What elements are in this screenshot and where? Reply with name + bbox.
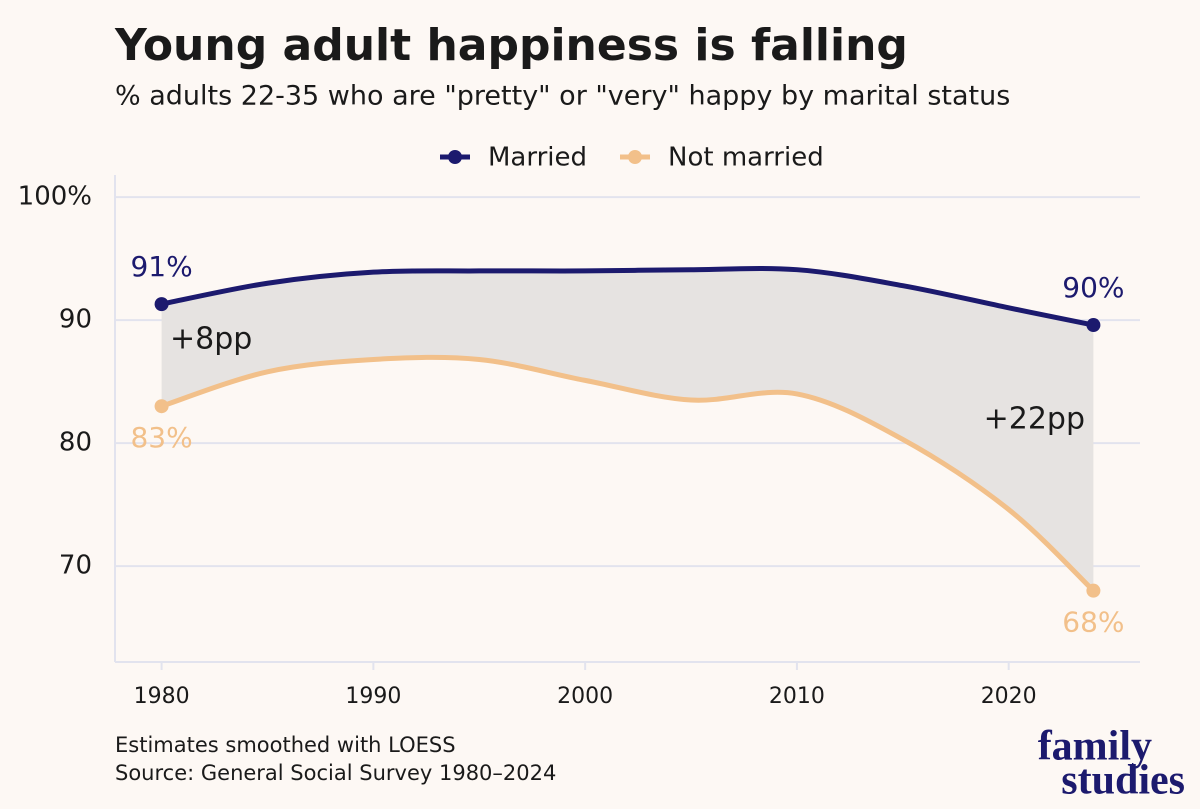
gap-area [161,268,1094,591]
chart-title: Young adult happiness is falling [114,20,908,71]
data-label: 68% [1062,606,1124,639]
data-label: 91% [130,250,192,283]
x-tick-label: 2010 [769,684,825,709]
data-label: 83% [130,421,192,454]
point [154,297,169,312]
y-tick-label: 80 [59,428,92,458]
series-line [160,354,1096,593]
x-tick-label: 2020 [981,684,1037,709]
x-tick-label: 1980 [134,684,190,709]
point [1086,583,1101,598]
x-tick-label: 1990 [345,684,401,709]
x-tick-label: 2000 [557,684,613,709]
legend-marker [448,150,462,164]
data-label: 90% [1062,271,1124,304]
annotation: +8pp [170,322,252,357]
chart-subtitle: % adults 22-35 who are "pretty" or "very… [115,81,1010,112]
legend-marker [628,150,642,164]
y-tick-label: 100% [18,182,92,212]
note: Estimates smoothed with LOESS [115,733,456,757]
point [154,399,169,414]
logo: studies [1061,758,1185,804]
y-tick-label: 90 [59,305,92,335]
legend-label: Married [488,143,587,173]
logo: family [1038,724,1152,770]
legend-label: Not married [668,143,824,173]
point [1086,318,1101,333]
annotation: +22pp [984,402,1085,437]
note: Source: General Social Survey 1980–2024 [115,761,556,785]
y-tick-label: 70 [59,551,92,581]
series-line [161,265,1094,328]
